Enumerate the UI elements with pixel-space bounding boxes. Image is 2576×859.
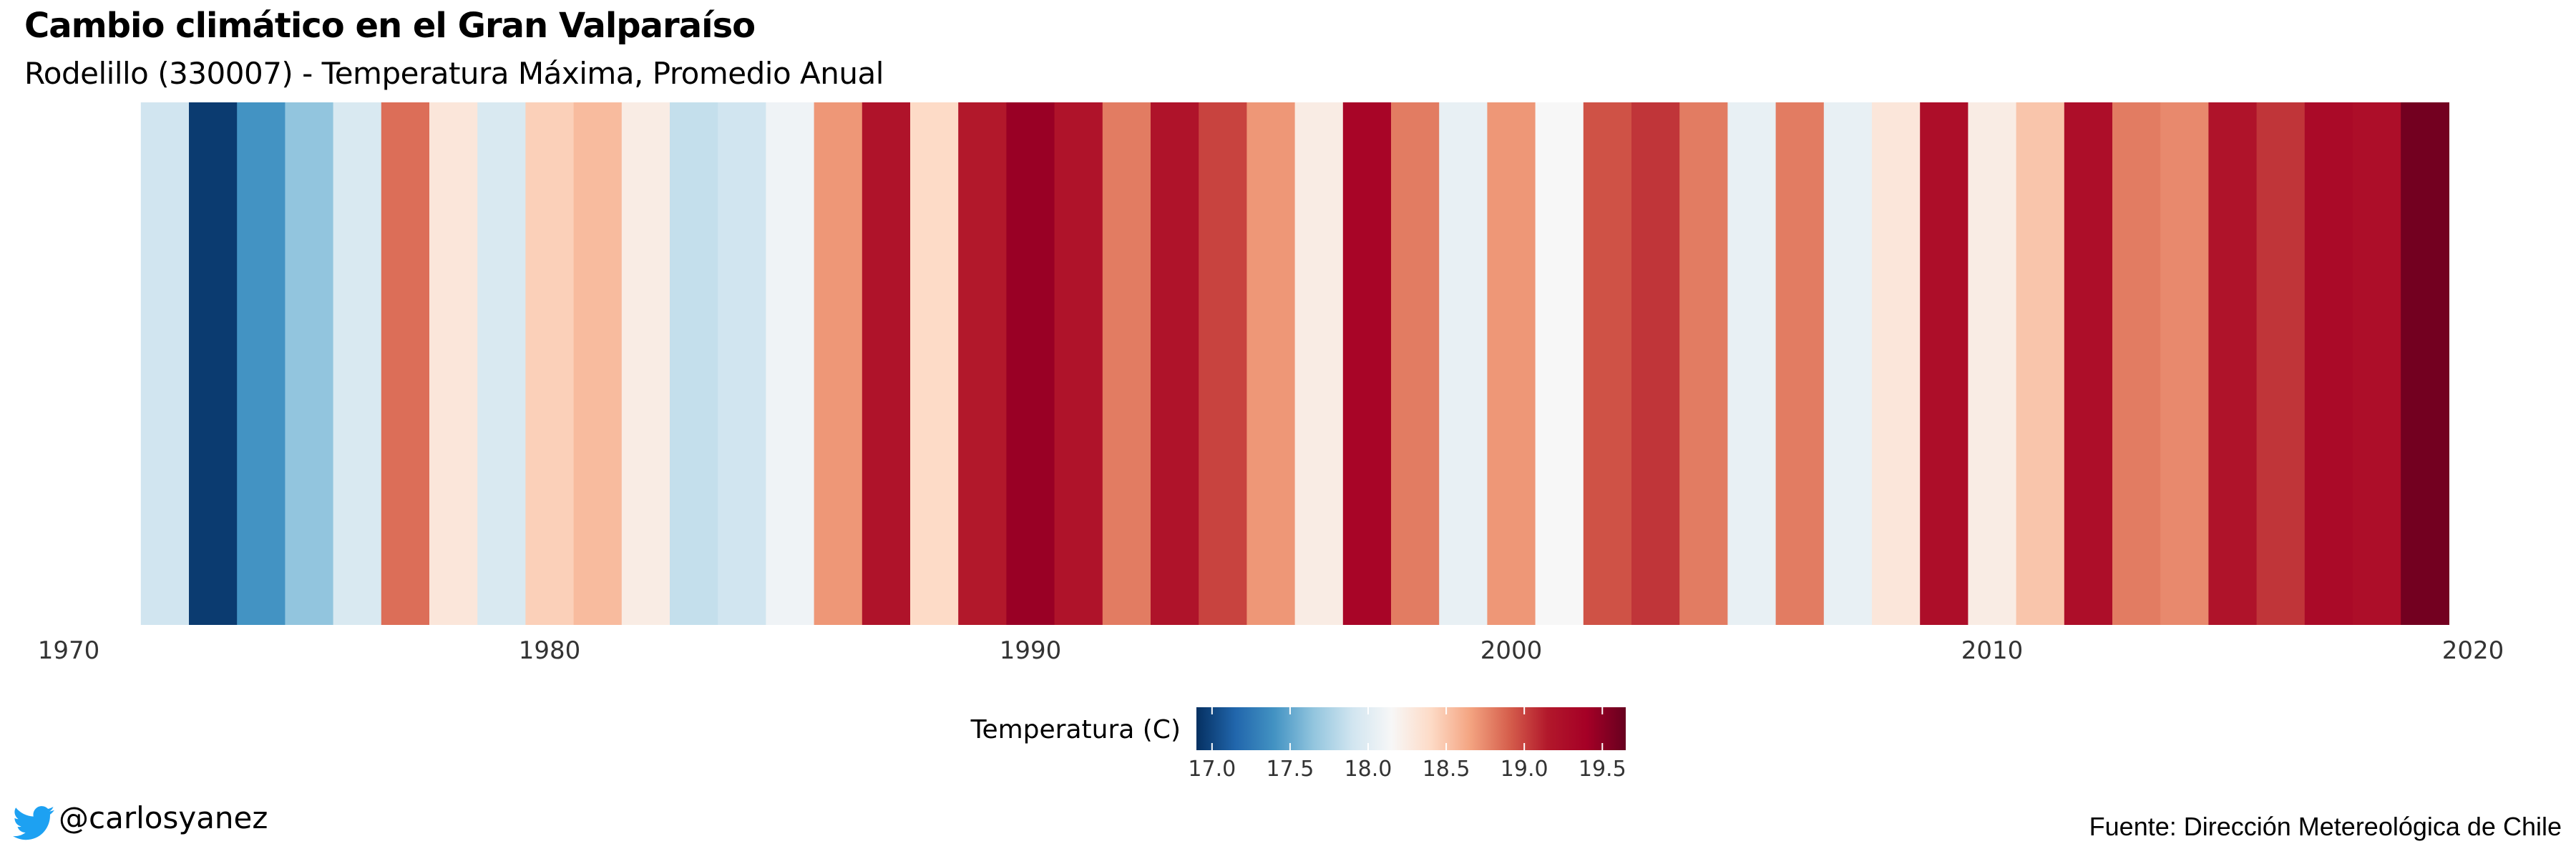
data-source: Fuente: Dirección Metereológica de Chile xyxy=(2089,812,2562,841)
stripe-1984 xyxy=(718,102,766,625)
stripe-1976 xyxy=(333,102,382,625)
stripe-1974 xyxy=(237,102,286,625)
x-axis: 1970 1980 1990 2000 2010 2020 xyxy=(38,636,2504,665)
stripe-2008 xyxy=(1872,102,1921,625)
legend-tick-label: 19.5 xyxy=(1579,757,1626,782)
stripe-1989 xyxy=(958,102,1007,625)
stripe-1993 xyxy=(1151,102,1199,625)
stripe-2004 xyxy=(1679,102,1728,625)
stripe-1990 xyxy=(1006,102,1055,625)
stripe-1997 xyxy=(1342,102,1392,625)
legend-title: Temperatura (C) xyxy=(970,715,1181,744)
legend-tick-label: 18.0 xyxy=(1345,757,1392,782)
stripe-2013 xyxy=(2112,102,2161,625)
legend-tick-label: 19.0 xyxy=(1501,757,1548,782)
legend-colorbar xyxy=(1196,707,1626,750)
stripe-1994 xyxy=(1199,102,1247,625)
stripe-2012 xyxy=(2064,102,2113,625)
stripe-2000 xyxy=(1487,102,1536,625)
stripes-layer xyxy=(140,102,2449,625)
stripe-2010 xyxy=(1968,102,2017,625)
stripe-2014 xyxy=(2160,102,2209,625)
stripe-2018 xyxy=(2353,102,2401,625)
stripe-2007 xyxy=(1823,102,1873,625)
stripe-1979 xyxy=(477,102,526,625)
stripe-1978 xyxy=(429,102,478,625)
x-tick-label: 1980 xyxy=(519,636,581,665)
chart-title: Cambio climático en el Gran Valparaíso xyxy=(24,6,756,46)
x-tick-label: 2010 xyxy=(1961,636,2024,665)
legend-tick-label: 17.5 xyxy=(1267,757,1314,782)
stripe-1977 xyxy=(381,102,430,625)
stripe-2016 xyxy=(2256,102,2306,625)
x-tick-label: 2020 xyxy=(2442,636,2504,665)
stripe-1986 xyxy=(814,102,863,625)
legend-tick-label: 18.5 xyxy=(1423,757,1470,782)
stripe-1999 xyxy=(1439,102,1488,625)
stripe-1995 xyxy=(1246,102,1296,625)
x-tick-label: 1990 xyxy=(1000,636,1062,665)
color-legend: Temperatura (C) 17.0 17.5 18.0 18.5 19.0 19.5 xyxy=(970,707,1626,782)
stripe-2002 xyxy=(1583,102,1632,625)
stripe-1972 xyxy=(140,102,190,625)
x-tick-label: 1970 xyxy=(38,636,100,665)
stripe-1975 xyxy=(285,102,334,625)
stripe-1991 xyxy=(1054,102,1103,625)
author-handle[interactable]: @carlosyanez xyxy=(59,800,268,835)
stripe-1981 xyxy=(573,102,623,625)
stripe-1982 xyxy=(621,102,670,625)
stripe-1987 xyxy=(862,102,911,625)
stripe-1973 xyxy=(189,102,238,625)
stripe-1996 xyxy=(1294,102,1344,625)
twitter-bird-icon xyxy=(13,806,54,840)
stripe-2009 xyxy=(1920,102,1968,625)
x-tick-label: 2000 xyxy=(1480,636,1543,665)
legend-ticks: 17.0 17.5 18.0 18.5 19.0 19.5 xyxy=(1188,707,1626,782)
stripe-2019 xyxy=(2401,102,2449,625)
stripe-2001 xyxy=(1535,102,1584,625)
stripe-1983 xyxy=(670,102,718,625)
stripe-2011 xyxy=(2016,102,2065,625)
stripe-2017 xyxy=(2304,102,2353,625)
chart-subtitle: Rodelillo (330007) - Temperatura Máxima,… xyxy=(24,56,884,91)
stripe-1998 xyxy=(1391,102,1440,625)
stripe-1980 xyxy=(525,102,575,625)
stripe-2006 xyxy=(1775,102,1825,625)
stripe-2005 xyxy=(1727,102,1777,625)
stripe-2003 xyxy=(1631,102,1680,625)
stripe-1988 xyxy=(910,102,959,625)
stripe-2015 xyxy=(2208,102,2258,625)
legend-tick-label: 17.0 xyxy=(1188,757,1236,782)
stripe-1992 xyxy=(1102,102,1151,625)
stripe-1985 xyxy=(766,102,815,625)
